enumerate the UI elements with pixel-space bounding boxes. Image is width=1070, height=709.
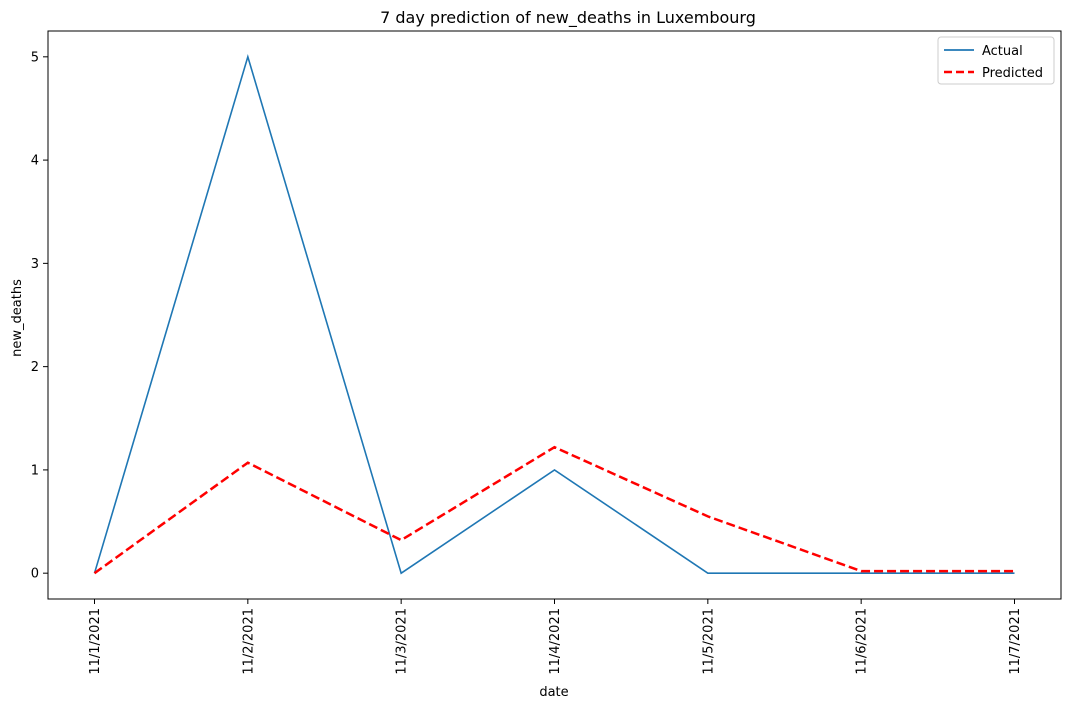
x-axis-label: date bbox=[539, 685, 568, 700]
series-line-actual bbox=[93, 54, 1015, 575]
y-tick-label: 2 bbox=[31, 360, 39, 375]
x-axis-ticks: 11/1/2021 11/2/2021 11/3/2021 11/4/2021 11/5… bbox=[88, 599, 1023, 675]
x-tick-label: 11/6/2021 bbox=[855, 608, 870, 675]
x-tick-label: 11/3/2021 bbox=[395, 608, 410, 675]
series-layer bbox=[93, 54, 1015, 575]
series-line-predicted bbox=[93, 445, 1015, 575]
x-tick-label: 11/5/2021 bbox=[701, 608, 716, 675]
x-tick-label: 11/7/2021 bbox=[1008, 608, 1023, 675]
y-tick-label: 3 bbox=[31, 257, 39, 272]
chart-title: 7 day prediction of new_deaths in Luxemb… bbox=[380, 8, 756, 28]
y-axis-ticks: 0 1 2 3 4 5 bbox=[31, 50, 48, 582]
y-axis-label: new_deaths bbox=[10, 279, 25, 357]
plot-area bbox=[47, 30, 1062, 600]
y-tick-label: 4 bbox=[31, 154, 39, 169]
y-tick-label: 0 bbox=[31, 567, 39, 582]
legend-box bbox=[937, 36, 1055, 85]
x-tick-label: 11/4/2021 bbox=[548, 608, 563, 675]
y-tick-label: 5 bbox=[31, 50, 39, 65]
x-tick-label: 11/2/2021 bbox=[241, 608, 256, 675]
x-tick-label: 11/1/2021 bbox=[88, 608, 103, 675]
legend: Actual Predicted bbox=[937, 36, 1055, 85]
legend-label-actual: Actual bbox=[982, 44, 1023, 59]
legend-label-predicted: Predicted bbox=[982, 66, 1043, 81]
y-tick-label: 1 bbox=[31, 463, 39, 478]
